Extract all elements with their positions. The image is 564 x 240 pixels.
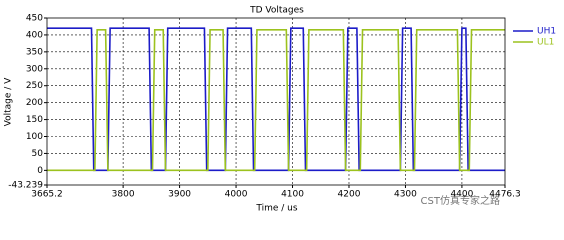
x-tick-label: 3900 [168,190,191,200]
y-tick-label: 200 [26,98,43,108]
y-tick-label: 100 [26,132,43,142]
y-tick-label: 400 [26,30,43,40]
y-tick-label: -43.239 [8,181,43,191]
x-tick-label: 4400 [450,190,473,200]
y-tick-label: 250 [26,81,43,91]
plot-frame [46,17,506,186]
x-tick-label: 4476.3 [489,190,521,200]
y-tick-label: 50 [32,149,44,159]
x-tick-label: 4200 [338,190,361,200]
y-axis-label: Voltage / V [4,77,14,127]
legend-label: UH1 [537,27,556,37]
y-tick-label: 300 [26,64,43,74]
x-axis-label: Time / us [255,204,297,214]
x-tick-label: 4100 [281,190,304,200]
y-tick-label: 450 [26,14,43,24]
y-tick-label: 350 [26,47,43,57]
chart: TD Voltages Time / us Voltage / V CST仿真专… [4,6,557,214]
chart-title: TD Voltages [249,6,304,16]
x-tick-label: 4300 [394,190,417,200]
x-tick-label: 3800 [112,190,135,200]
x-tick-label: 3665.2 [31,190,63,200]
series-line [47,29,505,172]
series-line [47,27,505,172]
legend-label: UL1 [537,38,554,48]
watermark: CST仿真专家之路 [421,194,500,207]
x-tick-label: 4000 [225,190,248,200]
y-tick-label: 0 [37,166,43,176]
y-tick-label: 150 [26,115,43,125]
